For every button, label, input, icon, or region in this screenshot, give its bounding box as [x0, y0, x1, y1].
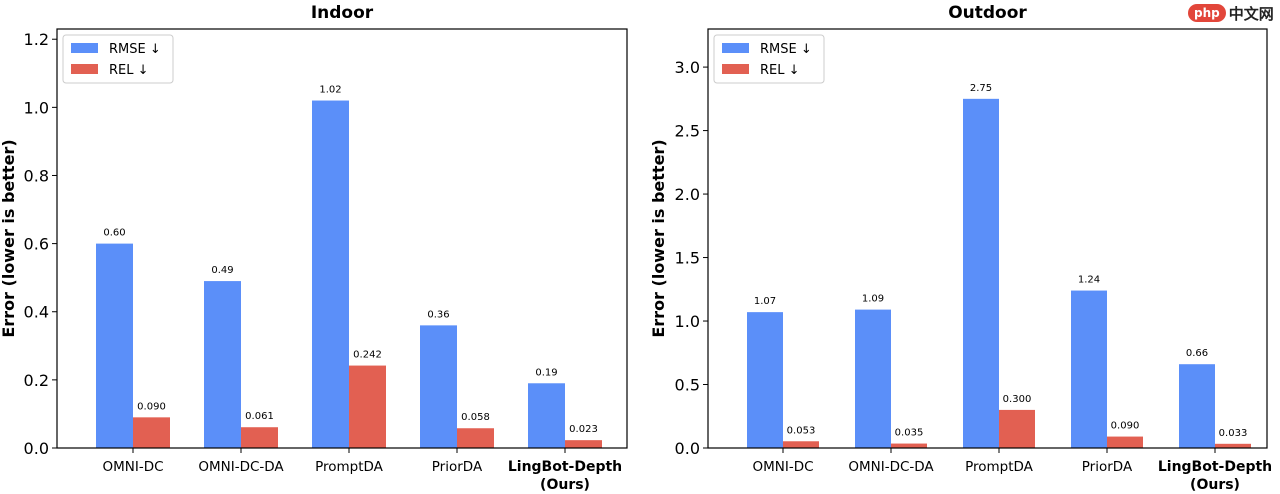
legend-swatch: [71, 64, 98, 74]
y-tick-label: 0.0: [675, 439, 700, 458]
data-label: 0.035: [895, 428, 924, 439]
legend-swatch: [722, 43, 749, 53]
bar-rmse-1: [855, 309, 891, 448]
y-tick-label: 0.6: [24, 235, 49, 254]
x-tick-label: (Ours): [1190, 477, 1240, 493]
data-label: 0.053: [787, 425, 816, 436]
bar-rel-0: [783, 441, 819, 448]
legend-label: RMSE ↓: [109, 42, 161, 57]
legend-label: REL ↓: [760, 63, 800, 78]
watermark-logo: php 中文网: [1188, 2, 1274, 24]
legend: RMSE ↓ REL ↓: [713, 34, 825, 84]
data-label: 0.19: [535, 367, 557, 378]
bar-rel-1: [241, 427, 278, 448]
x-tick-label: LingBot-Depth: [508, 459, 622, 475]
watermark-text: 中文网: [1228, 4, 1274, 23]
chart-panel-outdoor: Outdoor Error (lower is better) 1.07 1.09 2.…: [649, 3, 1272, 493]
y-tick-label: 0.8: [24, 166, 49, 185]
bar-rel-2: [349, 365, 386, 448]
data-label: 1.24: [1078, 275, 1100, 286]
data-label: 0.300: [1003, 394, 1032, 405]
bar-rel-3: [457, 428, 494, 448]
axes-frame: [707, 28, 1268, 449]
data-label: 0.60: [103, 228, 125, 239]
chart-title: Indoor: [311, 3, 374, 23]
data-label: 0.090: [1111, 421, 1140, 432]
data-label: 0.058: [461, 412, 490, 423]
y-tick-label: 0.5: [675, 376, 700, 395]
data-label: 0.033: [1219, 428, 1248, 439]
bar-rel-3: [1107, 436, 1143, 448]
bar-rmse-0: [96, 243, 133, 448]
y-axis-label: Error (lower is better): [649, 139, 668, 337]
y-tick-label: 3.0: [675, 58, 700, 77]
x-tick-label: OMNI-DC-DA: [198, 459, 284, 475]
bar-rel-2: [999, 409, 1035, 448]
y-tick-label: 1.5: [675, 249, 700, 268]
legend-label: RMSE ↓: [760, 42, 812, 57]
x-tick-label: OMNI-DC: [752, 459, 813, 475]
legend-swatch: [71, 43, 98, 53]
data-label: 1.02: [319, 85, 341, 96]
y-tick-label: 0.0: [24, 439, 49, 458]
data-label: 0.49: [211, 265, 233, 276]
y-tick-label: 2.5: [675, 122, 700, 141]
bar-rmse-4: [528, 383, 565, 448]
bar-rel-4: [565, 440, 602, 448]
x-tick-label: LingBot-Depth: [1158, 459, 1272, 475]
legend-label: REL ↓: [109, 63, 149, 78]
y-tick-label: 1.0: [675, 312, 700, 331]
chart-title: Outdoor: [948, 3, 1027, 23]
x-tick-label: OMNI-DC-DA: [848, 459, 934, 475]
data-label: 0.66: [1186, 348, 1208, 359]
bar-rmse-1: [204, 281, 241, 448]
bar-rmse-0: [747, 312, 783, 448]
y-tick-label: 0.4: [24, 303, 49, 322]
legend-swatch: [722, 64, 749, 74]
bar-rmse-4: [1179, 364, 1215, 448]
x-tick-label: PriorDA: [1082, 459, 1133, 475]
data-label: 0.061: [245, 411, 274, 422]
data-label: 1.09: [862, 294, 884, 305]
x-tick-label: PromptDA: [965, 459, 1034, 475]
x-tick-label: PriorDA: [432, 459, 483, 475]
y-tick-label: 0.2: [24, 371, 49, 390]
legend: RMSE ↓ REL ↓: [62, 34, 174, 84]
bar-rmse-3: [420, 325, 457, 448]
y-tick-label: 1.2: [24, 30, 49, 49]
y-tick-label: 2.0: [675, 185, 700, 204]
data-label: 0.36: [427, 309, 449, 320]
bar-rel-4: [1215, 443, 1251, 448]
bar-rmse-2: [312, 100, 349, 448]
data-label: 0.242: [353, 350, 382, 361]
bar-rel-0: [133, 417, 170, 448]
y-axis-label: Error (lower is better): [0, 139, 18, 337]
data-label: 1.07: [754, 296, 776, 307]
axes-frame: [56, 28, 628, 449]
x-tick-label: OMNI-DC: [102, 459, 163, 475]
bar-rel-1: [891, 443, 927, 448]
data-label: 0.023: [569, 424, 598, 435]
bar-rmse-3: [1071, 290, 1107, 448]
data-label: 0.090: [137, 401, 166, 412]
chart-panel-indoor: Indoor Error (lower is better) 0.60 0.49 1.0…: [0, 3, 628, 493]
data-label: 2.75: [970, 83, 992, 94]
watermark-badge: php: [1188, 4, 1226, 22]
bar-rmse-2: [963, 98, 999, 448]
y-tick-label: 1.0: [24, 98, 49, 117]
x-tick-label: PromptDA: [315, 459, 384, 475]
x-tick-label: (Ours): [540, 477, 590, 493]
